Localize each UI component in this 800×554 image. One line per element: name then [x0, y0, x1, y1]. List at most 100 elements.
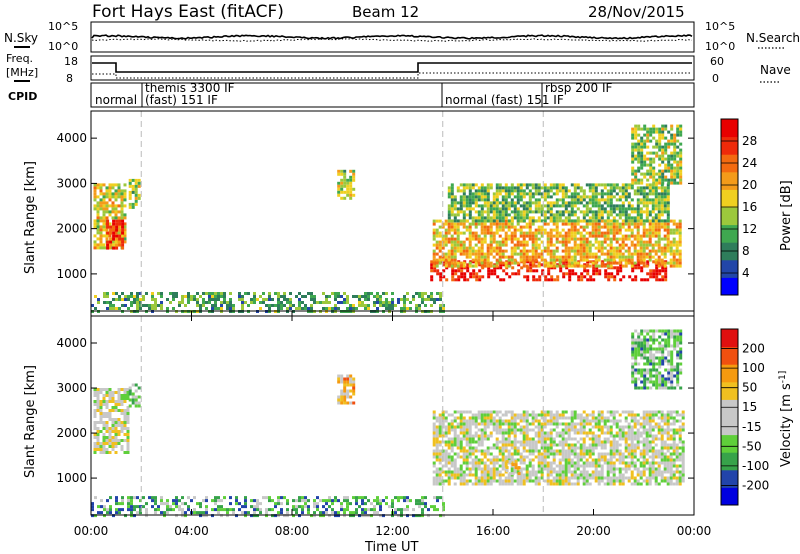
heatmap-cell — [519, 216, 523, 220]
heatmap-cell — [453, 231, 457, 235]
heatmap-cell — [102, 192, 106, 196]
heatmap-cell — [325, 301, 328, 304]
heatmap-cell — [552, 192, 556, 196]
heatmap-cell — [621, 425, 625, 429]
heatmap-cell — [652, 151, 656, 155]
heatmap-cell — [468, 440, 472, 444]
heatmap-cell — [471, 413, 475, 417]
heatmap-cell — [676, 163, 680, 167]
heatmap-cell — [666, 449, 670, 453]
heatmap-cell — [424, 292, 427, 295]
heatmap-cell — [582, 467, 586, 471]
heatmap-cell — [552, 440, 556, 444]
heatmap-cell — [628, 275, 632, 279]
heatmap-cell — [283, 304, 286, 307]
heatmap-cell — [609, 264, 613, 268]
heatmap-cell — [654, 443, 658, 447]
heatmap-cell — [193, 295, 196, 298]
heatmap-cell — [495, 210, 499, 214]
heatmap-cell — [93, 388, 97, 391]
heatmap-cell — [660, 428, 664, 432]
heatmap-cell — [450, 440, 454, 444]
heatmap-cell — [624, 410, 628, 414]
heatmap-cell — [489, 240, 493, 244]
heatmap-cell — [646, 347, 650, 351]
heatmap-cell — [606, 258, 610, 262]
heatmap-cell — [432, 222, 436, 226]
heatmap-cell — [618, 225, 622, 229]
heatmap-cell — [546, 210, 550, 214]
heatmap-cell — [531, 419, 535, 423]
heatmap-cell — [666, 186, 670, 190]
heatmap-cell — [126, 433, 130, 436]
heatmap-cell — [675, 476, 679, 480]
heatmap-cell — [489, 210, 493, 214]
heatmap-cell — [612, 225, 616, 229]
heatmap-cell — [561, 198, 565, 202]
heatmap-cell — [513, 413, 517, 417]
heatmap-cell — [96, 207, 100, 211]
heatmap-cell — [621, 476, 625, 480]
heatmap-cell — [558, 204, 562, 208]
heatmap-cell — [582, 476, 586, 480]
heatmap-cell — [513, 431, 517, 435]
heatmap-cell — [522, 425, 526, 429]
heatmap-cell — [432, 422, 436, 426]
heatmap-cell — [120, 394, 124, 397]
heatmap-cell — [579, 201, 583, 205]
heatmap-cell — [609, 243, 613, 247]
heatmap-cell — [474, 243, 478, 247]
heatmap-cell — [451, 278, 455, 282]
heatmap-cell — [468, 225, 472, 229]
heatmap-cell — [675, 413, 679, 417]
heatmap-cell — [465, 228, 469, 232]
heatmap-cell — [582, 210, 586, 214]
heatmap-cell — [543, 452, 547, 456]
heatmap-cell — [660, 225, 664, 229]
heatmap-cell — [187, 295, 190, 298]
heatmap-cell — [585, 252, 589, 256]
heatmap-cell — [495, 443, 499, 447]
heatmap-cell — [340, 187, 344, 191]
heatmap-cell — [672, 261, 676, 265]
heatmap-cell — [519, 428, 523, 432]
heatmap-cell — [451, 272, 455, 276]
heatmap-cell — [510, 446, 514, 450]
heatmap-cell — [660, 419, 664, 423]
heatmap-cell — [552, 258, 556, 262]
heatmap-cell — [633, 413, 637, 417]
heatmap-cell — [597, 249, 601, 253]
heatmap-cell — [120, 216, 124, 220]
heatmap-cell — [606, 252, 610, 256]
heatmap-cell — [564, 470, 568, 474]
heatmap-cell — [504, 204, 508, 208]
heatmap-cell — [648, 425, 652, 429]
heatmap-cell — [123, 439, 127, 442]
heatmap-cell — [681, 443, 685, 447]
heatmap-cell — [637, 368, 641, 372]
heatmap-cell — [105, 234, 109, 238]
heatmap-cell — [490, 272, 494, 276]
heatmap-cell — [340, 374, 344, 378]
heatmap-cell — [537, 464, 541, 468]
heatmap-cell — [648, 258, 652, 262]
heatmap-cell — [597, 201, 601, 205]
heatmap-cell — [137, 401, 141, 405]
heatmap-cell — [111, 406, 115, 409]
heatmap-cell — [594, 195, 598, 199]
heatmap-cell — [645, 410, 649, 414]
heatmap-cell — [564, 476, 568, 480]
heatmap-cell — [529, 260, 533, 264]
heatmap-cell — [573, 249, 577, 253]
heatmap-cell — [558, 189, 562, 193]
heatmap-cell — [444, 222, 448, 226]
heatmap-cell — [658, 272, 662, 276]
heatmap-cell — [597, 419, 601, 423]
heatmap-cell — [346, 187, 350, 191]
heatmap-cell — [510, 261, 514, 265]
heatmap-cell — [639, 252, 643, 256]
heatmap-cell — [540, 252, 544, 256]
heatmap-cell — [645, 452, 649, 456]
heatmap-cell — [615, 446, 619, 450]
heatmap-cell — [346, 295, 349, 298]
